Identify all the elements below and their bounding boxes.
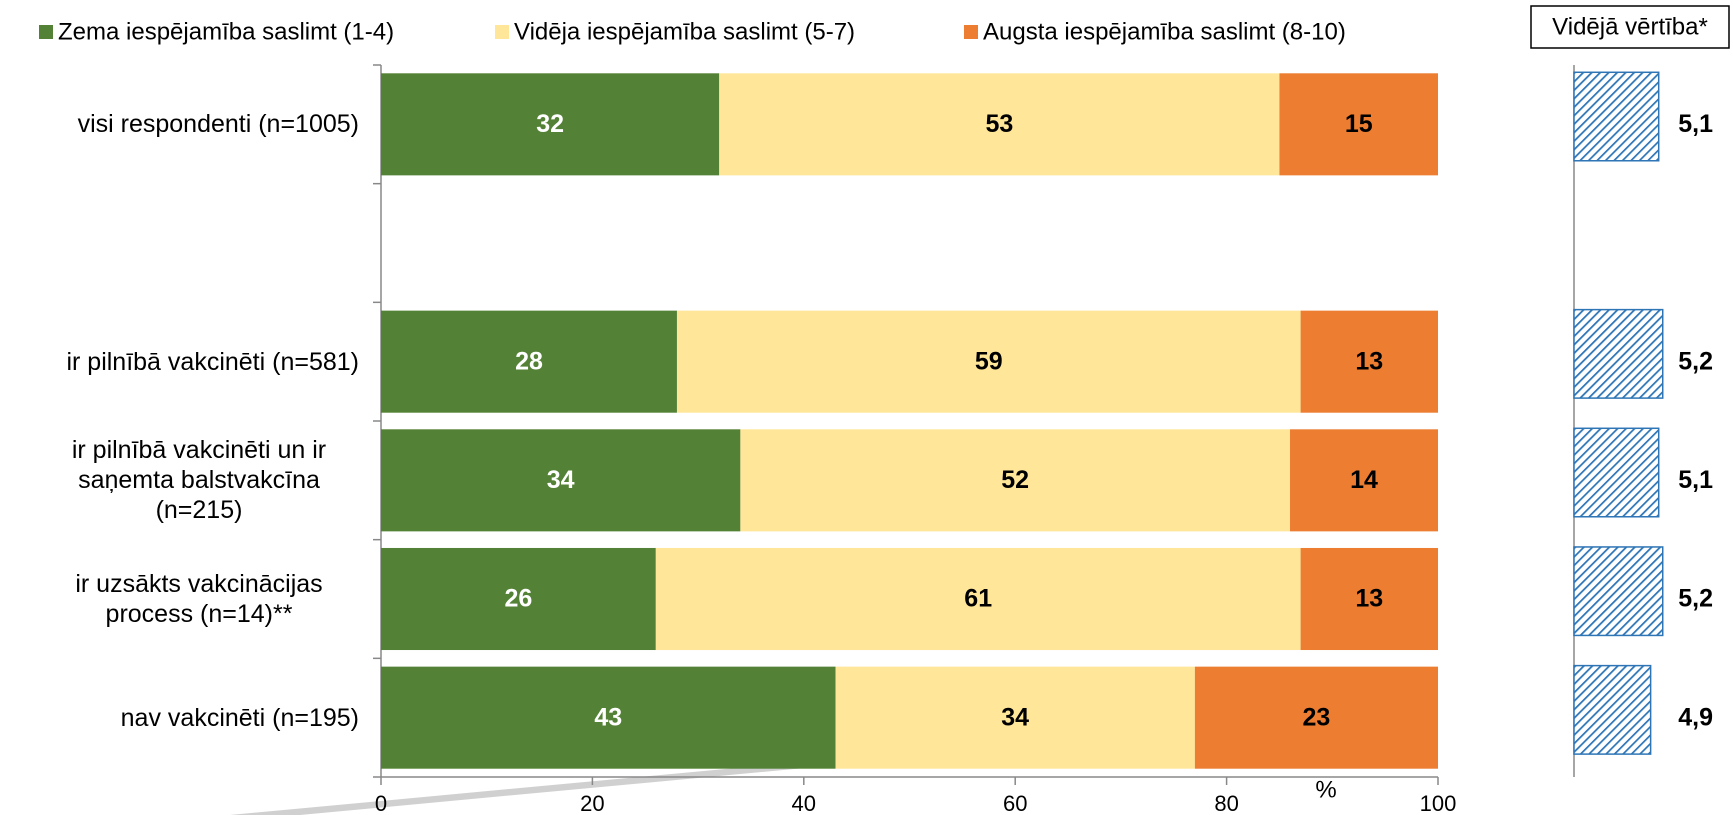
category-label-box: nav vakcinēti (n=195) — [120, 703, 359, 732]
bar-segment — [381, 310, 677, 413]
bar-segment — [676, 310, 1301, 413]
category-label-box: visi respondenti (n=1005) — [77, 110, 359, 139]
x-tick-label: 60 — [1003, 791, 1027, 815]
data-label: 34 — [1001, 703, 1029, 731]
bar-segment — [835, 666, 1195, 769]
x-tick-label: 20 — [580, 791, 604, 815]
category-label-box: ir pilnībā vakcinēti (n=581) — [66, 347, 359, 376]
data-label: 5,1 — [1678, 466, 1713, 494]
legend-swatch — [39, 25, 53, 39]
data-label: 26 — [505, 585, 533, 613]
bar-segment — [655, 547, 1301, 651]
legend-label: Zema iespējamība saslimt (1-4) — [58, 18, 394, 45]
data-label: 52 — [1001, 466, 1029, 494]
category-label-box: ir pilnībā vakcinēti un ir saņemta balst… — [71, 436, 327, 525]
data-label: 23 — [1303, 703, 1331, 731]
category-label-box: ir uzsākts vakcinācijas process (n=14)** — [75, 569, 323, 628]
bar-segment — [381, 73, 720, 176]
category-label: visi respondenti (n=1005) — [77, 110, 359, 139]
category-label: nav vakcinēti (n=195) — [120, 703, 359, 732]
bar-segment — [1279, 73, 1438, 176]
data-label: 13 — [1355, 585, 1383, 613]
bar-segment — [740, 429, 1291, 532]
bar — [1573, 427, 1660, 518]
data-label: 28 — [515, 347, 543, 375]
x-tick-label: 80 — [1214, 791, 1238, 815]
decoration — [230, 762, 805, 815]
data-label: 4,9 — [1678, 703, 1713, 731]
data-label: 32 — [536, 110, 564, 138]
bar — [1573, 546, 1664, 637]
legend-label: Augsta iespējamība saslimt (8-10) — [983, 18, 1346, 45]
bar-segment — [381, 429, 741, 532]
data-label: 5,1 — [1678, 110, 1713, 138]
bar-segment — [1300, 310, 1438, 413]
data-label: 43 — [594, 703, 622, 731]
x-tick-label: 100 — [1420, 791, 1457, 815]
legend-label: Vidēja iespējamība saslimt (5-7) — [514, 18, 855, 45]
data-label: 14 — [1350, 466, 1378, 494]
data-label: 13 — [1355, 347, 1383, 375]
bar-segment — [1290, 429, 1438, 532]
bar-segment — [719, 73, 1280, 176]
bar-segment — [1194, 666, 1438, 769]
category-label: ir pilnībā vakcinēti un ir saņemta balst… — [71, 436, 327, 525]
legend-swatch — [964, 25, 978, 39]
data-label: 61 — [964, 585, 992, 613]
data-label: 53 — [985, 110, 1013, 138]
chart-title: Vidējā vērtība* — [1552, 13, 1708, 40]
x-tick-label: 40 — [792, 791, 816, 815]
category-label: ir pilnībā vakcinēti (n=581) — [66, 347, 359, 376]
data-label: 5,2 — [1678, 347, 1713, 375]
x-axis-label: % — [1315, 776, 1336, 803]
data-label: 59 — [975, 347, 1003, 375]
bar — [1573, 664, 1652, 755]
category-label: ir uzsākts vakcinācijas process (n=14)** — [75, 569, 323, 628]
bar-segment — [1300, 547, 1438, 651]
bar — [1573, 71, 1660, 162]
bar-segment — [381, 666, 836, 769]
bar-segment — [381, 547, 656, 651]
x-tick-label: 0 — [375, 791, 387, 815]
data-label: 34 — [547, 466, 575, 494]
bar — [1573, 308, 1664, 399]
data-label: 15 — [1345, 110, 1373, 138]
legend-swatch — [495, 25, 509, 39]
title-box — [1530, 5, 1730, 49]
data-label: 5,2 — [1678, 585, 1713, 613]
